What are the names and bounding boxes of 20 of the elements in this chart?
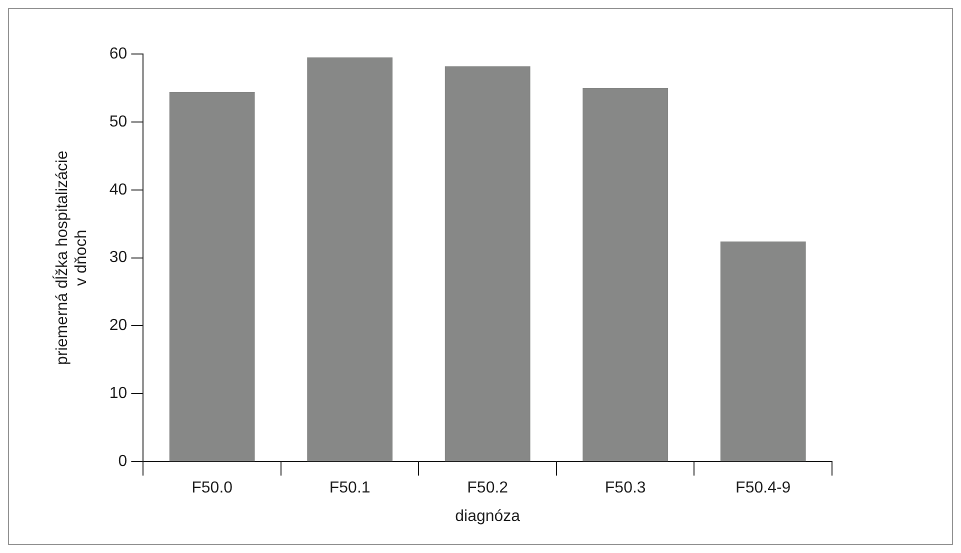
y-tick-label: 20 <box>109 317 128 334</box>
x-tick-label: F50.1 <box>329 480 370 497</box>
x-tick-label: F50.4-9 <box>736 480 791 497</box>
y-tick-label: 30 <box>109 249 128 266</box>
y-axis-title: priemerná dĺžka hospitalizácie v dňoch <box>52 150 90 365</box>
y-tick-label: 40 <box>109 181 128 198</box>
x-tick-label: F50.0 <box>192 480 233 497</box>
bar <box>307 57 393 462</box>
bar <box>720 241 806 462</box>
frame: diagnóza priemerná dĺžka hospitalizácie v dňoch F50.0 F50.1 F50.2 F50.3 F50.4-9 0 10 20 30 40 50 60 <box>8 8 953 545</box>
x-tick-label: F50.2 <box>467 480 508 497</box>
y-tick-label: 50 <box>109 113 128 130</box>
bar <box>582 88 668 462</box>
x-axis-title: diagnóza <box>455 508 520 525</box>
y-tick-label: 10 <box>109 385 128 402</box>
bar <box>169 92 255 462</box>
x-tick-label: F50.3 <box>604 480 646 497</box>
bar <box>444 66 530 462</box>
y-tick-label: 0 <box>118 453 128 470</box>
y-tick-label: 60 <box>109 45 128 62</box>
